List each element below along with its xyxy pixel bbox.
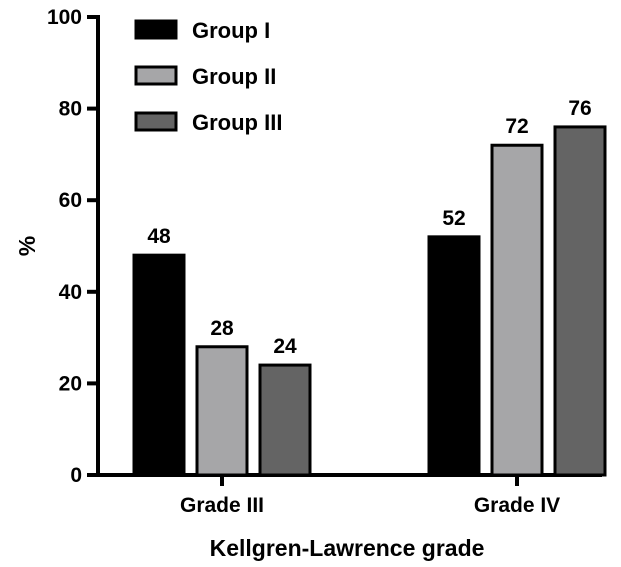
data-label: 24 [273,335,297,358]
legend: Group I Group II Group III [134,18,282,135]
data-label: 52 [442,207,465,230]
data-label: 48 [147,225,171,248]
y-tick-label: 100 [47,6,82,29]
x-tick-label: Grade III [180,494,264,517]
legend-label: Group III [192,110,282,135]
y-tick-label: 40 [59,281,82,304]
data-label: 76 [568,97,591,120]
data-label: 28 [210,317,234,340]
bar [258,363,312,477]
x-axis-title: Kellgren-Lawrence grade [210,535,485,561]
y-tick-label: 60 [59,189,82,212]
bar [195,345,249,477]
bar [427,235,481,477]
data-label: 72 [505,115,528,138]
bar [490,143,544,477]
x-tick-label: Grade IV [474,494,560,517]
legend-swatch [134,111,178,132]
bar [132,253,186,477]
legend-label: Group I [192,18,270,43]
bars: 48 28 24 52 72 76 [132,97,607,477]
y-tick-label: 0 [70,464,82,487]
y-tick-label: 80 [59,98,82,121]
legend-swatch [134,65,178,86]
legend-label: Group II [192,64,276,89]
y-axis-title: % [14,236,40,256]
legend-swatch [134,19,178,40]
y-tick-label: 20 [59,372,82,395]
bar [553,125,607,477]
